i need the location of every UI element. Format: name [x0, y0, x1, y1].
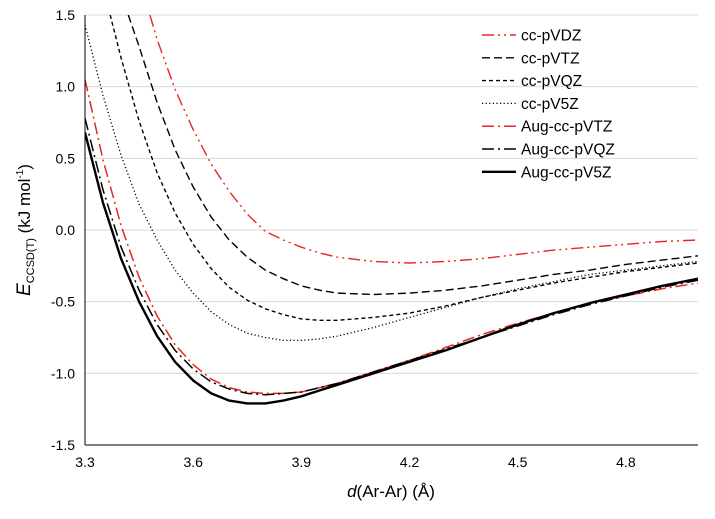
legend-label-cc-pvdz: cc-pVDZ — [521, 28, 581, 45]
series-line-cc-pvdz — [149, 15, 698, 264]
x-axis-title-italic: d — [347, 482, 357, 501]
y-tick-label: 0.5 — [56, 150, 76, 166]
y-tick-label: -0.5 — [51, 294, 75, 310]
y-axis-title-italic: E — [14, 283, 35, 296]
legend-label-aug-cc-pv5z: Aug-cc-pV5Z — [521, 164, 611, 181]
x-tick-label: 4.5 — [508, 454, 528, 470]
y-tick-label: 1.0 — [56, 79, 76, 95]
series-lines — [85, 15, 698, 405]
x-axis-title-rest: (Ar-Ar) (Å) — [357, 482, 435, 501]
y-axis-title: ECCSD(T) (kJ mol-1) — [14, 164, 37, 296]
x-tick-label: 3.9 — [292, 454, 312, 470]
x-axis-title: d(Ar-Ar) (Å) — [347, 482, 435, 501]
y-tick-label: 1.5 — [56, 7, 76, 23]
series-line-aug-cc-pvqz — [85, 118, 698, 396]
y-tick-label: -1.0 — [51, 365, 75, 381]
y-tick-label: 0.0 — [56, 222, 76, 238]
series-line-cc-pv5z — [85, 24, 698, 342]
y-tick-label: -1.5 — [51, 437, 75, 453]
y-tick-labels: 1.5 1.0 0.5 0.0 -0.5 -1.0 -1.5 — [51, 7, 75, 453]
legend-label-cc-pvqz: cc-pVQZ — [521, 73, 582, 90]
y-axis-title-unit: (kJ mol — [15, 179, 34, 239]
axes — [84, 15, 698, 446]
y-axis-title-unit-sup: -1 — [15, 169, 26, 178]
x-tick-labels: 3.3 3.6 3.9 4.2 4.5 4.8 — [75, 454, 636, 470]
x-tick-label: 3.6 — [183, 454, 203, 470]
legend-label-cc-pvtz: cc-pVTZ — [521, 50, 580, 67]
series-line-cc-pvtz — [127, 15, 698, 296]
x-tick-label: 3.3 — [75, 454, 95, 470]
y-axis-title-unit-close: ) — [15, 164, 34, 170]
legend-label-aug-cc-pvtz: Aug-cc-pVTZ — [521, 119, 612, 136]
legend: cc-pVDZ cc-pVTZ cc-pVQZ cc-pV5Z Aug-cc-pVTZ A… — [482, 28, 615, 181]
legend-label-aug-cc-pvqz: Aug-cc-pVQZ — [521, 142, 615, 159]
series-line-aug-cc-pv5z — [85, 132, 698, 405]
x-tick-label: 4.8 — [616, 454, 636, 470]
x-tick-label: 4.2 — [400, 454, 420, 470]
legend-label-cc-pv5z: cc-pV5Z — [521, 96, 579, 113]
y-axis-title-sub: CCSD(T) — [25, 238, 37, 283]
